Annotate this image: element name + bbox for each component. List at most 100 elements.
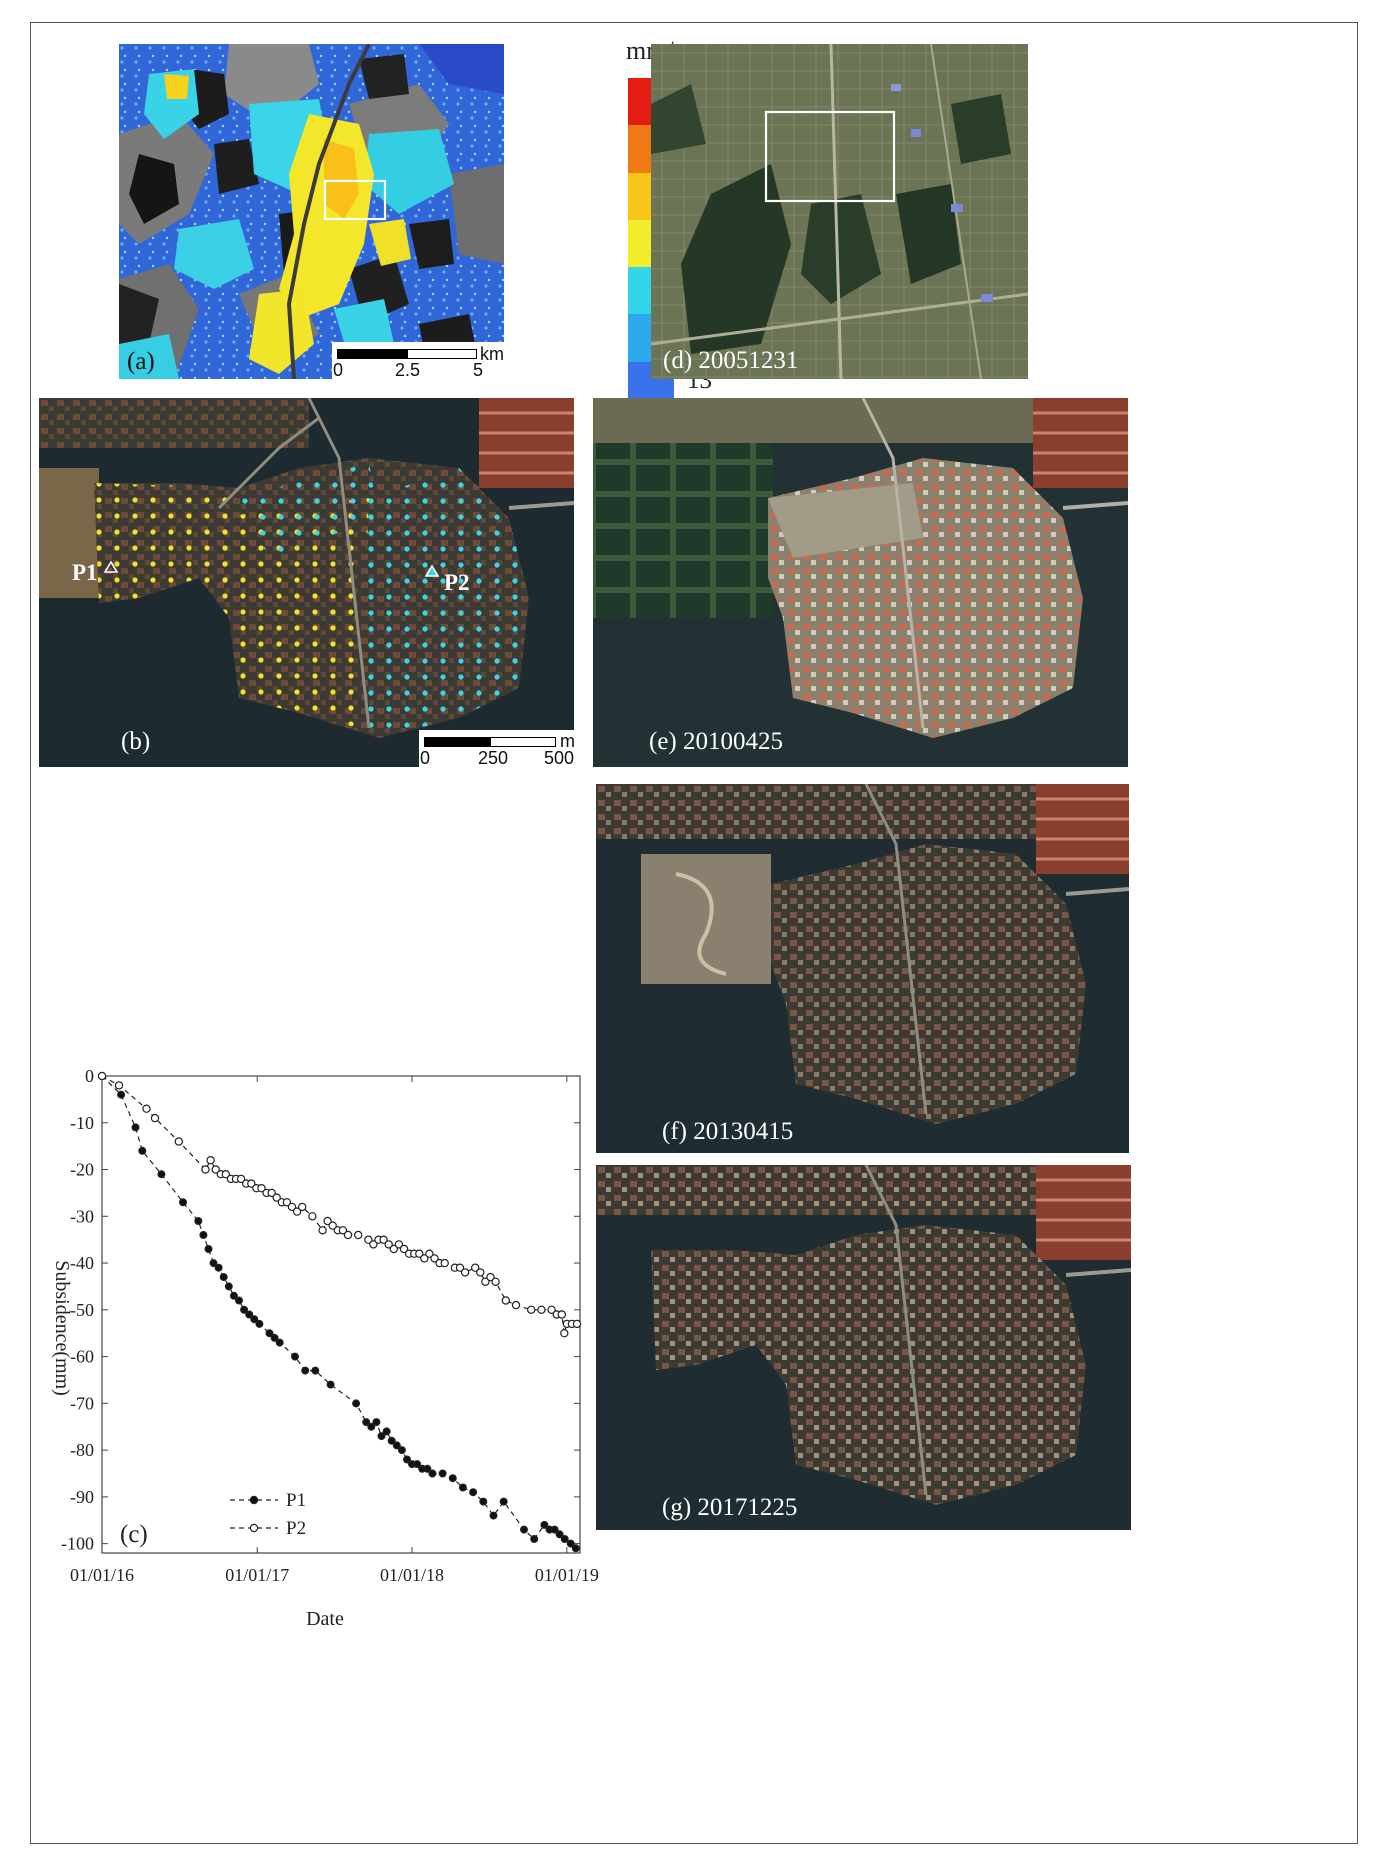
- panel-e-satellite-2010: (e) 20100425: [593, 398, 1128, 767]
- chart-point-p2: [114, 1081, 124, 1090]
- chart-point-p2: [323, 1216, 332, 1226]
- chart-point-p2: [338, 1226, 348, 1235]
- chart-point-p2: [511, 1300, 521, 1310]
- chart-point-p1: [179, 1198, 188, 1207]
- figure-frame: [30, 22, 1358, 1844]
- chart-point-p2: [282, 1198, 292, 1207]
- panel-g-label: (g) 20171225: [662, 1494, 798, 1521]
- chart-y-tick-label: -40: [70, 1253, 94, 1273]
- chart-plot-frame: [101, 1075, 581, 1554]
- chart-point-p1: [229, 1291, 238, 1300]
- satellite-image-2010: [593, 398, 1128, 767]
- panel-d-label: (d) 20051231: [663, 347, 799, 374]
- chart-y-tick-label: -100: [61, 1534, 94, 1554]
- chart-point-p1: [428, 1469, 437, 1478]
- panel-b-point-p1-label: P1: [72, 560, 98, 585]
- chart-x-axis-label: Date: [306, 1608, 344, 1630]
- panel-f-satellite-2013: (f) 20130415: [596, 784, 1129, 1153]
- chart-point-p1: [387, 1436, 396, 1445]
- panel-b-label: (b): [121, 728, 151, 755]
- panel-a-label: (a): [127, 348, 155, 375]
- chart-point-p2: [369, 1240, 378, 1249]
- chart-axes: 0 -10 -20 -30 -40 -50 -60 -70 -80 -90 -100 01/01/16…: [61, 1066, 599, 1585]
- chart-point-p1: [377, 1432, 386, 1441]
- chart-point-p1: [352, 1399, 361, 1408]
- chart-x-tick-label: 01/01/18: [380, 1565, 444, 1585]
- chart-point-p2: [527, 1305, 536, 1314]
- panel-f-label: (f) 20130415: [662, 1118, 794, 1145]
- chart-legend-marker: [249, 1495, 259, 1505]
- chart-point-p1: [520, 1525, 529, 1534]
- chart-series-line-p2: [101, 1075, 577, 1334]
- chart-point-p2: [481, 1277, 490, 1286]
- panel-d-satellite-2005: (d) 20051231: [651, 44, 1028, 379]
- chart-point-p1: [311, 1366, 320, 1375]
- chart-point-p2: [389, 1244, 398, 1254]
- chart-point-p1: [194, 1217, 203, 1226]
- chart-point-p1: [209, 1259, 218, 1268]
- chart-series-layer: [97, 1071, 582, 1553]
- chart-point-p1: [555, 1530, 564, 1539]
- chart-point-p1: [157, 1170, 166, 1179]
- chart-point-p1: [530, 1535, 539, 1544]
- chart-y-tick-label: -90: [70, 1487, 94, 1507]
- chart-point-p2: [384, 1240, 393, 1249]
- chart-point-p1: [291, 1352, 300, 1361]
- chart-point-p1: [571, 1544, 580, 1553]
- chart-point-p2: [394, 1240, 404, 1249]
- chart-point-p2: [415, 1249, 424, 1258]
- chart-point-p2: [460, 1268, 470, 1277]
- chart-point-p1: [265, 1329, 274, 1338]
- chart-x-tick-label: 01/01/19: [535, 1565, 599, 1585]
- chart-point-p2: [547, 1305, 556, 1314]
- chart-point-p2: [247, 1179, 256, 1188]
- chart-point-p2: [471, 1263, 480, 1272]
- chart-point-p2: [308, 1212, 317, 1221]
- chart-point-p2: [420, 1254, 429, 1263]
- panel-c-label: (c): [120, 1521, 148, 1548]
- scalebar-a-tick-0: 0: [333, 360, 344, 379]
- chart-point-p2: [476, 1268, 485, 1277]
- chart-point-p1: [255, 1319, 264, 1328]
- chart-point-p1: [403, 1455, 412, 1464]
- chart-point-p1: [362, 1418, 371, 1427]
- chart-point-p2: [343, 1230, 353, 1240]
- chart-point-p1: [117, 1090, 126, 1099]
- chart-point-p2: [287, 1202, 297, 1212]
- chart-y-axis-label: Subsidence(mm): [51, 1260, 73, 1396]
- chart-point-p1: [131, 1123, 140, 1132]
- chart-point-p1: [219, 1273, 228, 1282]
- chart-point-p1: [448, 1474, 457, 1483]
- chart-point-p2: [379, 1235, 388, 1244]
- chart-point-p2: [201, 1165, 210, 1174]
- chart-point-p1: [479, 1497, 488, 1506]
- chart-point-p1: [240, 1305, 249, 1314]
- chart-point-p1: [204, 1245, 213, 1254]
- chart-point-p2: [221, 1169, 230, 1179]
- chart-point-p1: [397, 1446, 406, 1455]
- satellite-image-2017: [596, 1165, 1131, 1530]
- chart-point-p1: [224, 1282, 233, 1291]
- chart-point-p2: [292, 1207, 302, 1216]
- chart-x-tick-label: 01/01/16: [70, 1565, 134, 1585]
- panel-c-subsidence-chart: 0 -10 -20 -30 -40 -50 -60 -70 -80 -90 -100 01/01/16…: [51, 1066, 599, 1630]
- chart-point-p1: [392, 1441, 401, 1450]
- chart-point-p1: [469, 1488, 478, 1497]
- chart-point-p1: [275, 1338, 284, 1347]
- chart-point-p2: [354, 1230, 363, 1240]
- scalebar-b-tick-0: 0: [420, 748, 431, 767]
- chart-y-tick-label: -10: [70, 1113, 94, 1133]
- panel-e-label: (e) 20100425: [649, 728, 783, 755]
- chart-point-p2: [211, 1165, 220, 1174]
- satellite-image-2013: [596, 784, 1129, 1153]
- velocity-map-image: [119, 44, 504, 379]
- chart-point-p1: [423, 1464, 432, 1473]
- chart-y-tick-label: 0: [85, 1066, 94, 1086]
- chart-point-p2: [501, 1296, 510, 1305]
- chart-point-p1: [540, 1520, 549, 1529]
- scalebar-a: km 0 2.5 5: [333, 344, 504, 379]
- scalebar-b-unit: m: [560, 731, 574, 751]
- chart-series-line-p1: [101, 1075, 577, 1549]
- chart-point-p1: [560, 1535, 569, 1544]
